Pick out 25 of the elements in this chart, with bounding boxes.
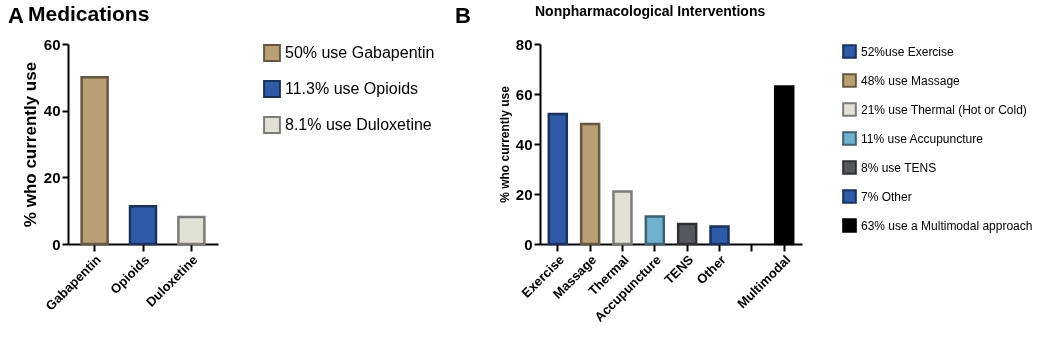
y-axis-title: % who currently use [20, 61, 40, 228]
legend-label: 7% Other [861, 189, 912, 204]
legend-label: 21% use Thermal (Hot or Cold) [861, 102, 1027, 117]
y-axis-title: % who currently use [497, 85, 512, 203]
y-tick-label: 20 [43, 168, 61, 186]
y-tick-label: 0 [524, 235, 533, 253]
legend-label: 8.1% use Duloxetine [285, 116, 432, 133]
y-tick-label: 60 [515, 85, 533, 103]
chart-title: Nonpharmacological Interventions [535, 3, 766, 19]
text: A [8, 3, 24, 28]
y-tick-label: 40 [515, 135, 533, 153]
y-tick-label: 0 [52, 235, 61, 253]
chart-title: Medications [28, 2, 150, 25]
legend-label: 11.3% use Opioids [285, 80, 419, 97]
y-tick-label: 40 [43, 102, 61, 120]
y-tick-label: 80 [515, 35, 533, 53]
legend-label: 52%use Exercise [861, 44, 955, 59]
legend-label: 48% use Massage [861, 73, 961, 88]
text: B [455, 3, 471, 28]
legend-label: 8% use TENS [861, 160, 937, 175]
y-tick-label: 60 [43, 35, 61, 53]
y-tick-label: 20 [515, 185, 533, 203]
legend-label: 63% use a Multimodal approach [861, 218, 1033, 233]
legend-label: 11% use Accupuncture [861, 131, 984, 146]
legend-label: 50% use Gabapentin [285, 44, 435, 61]
